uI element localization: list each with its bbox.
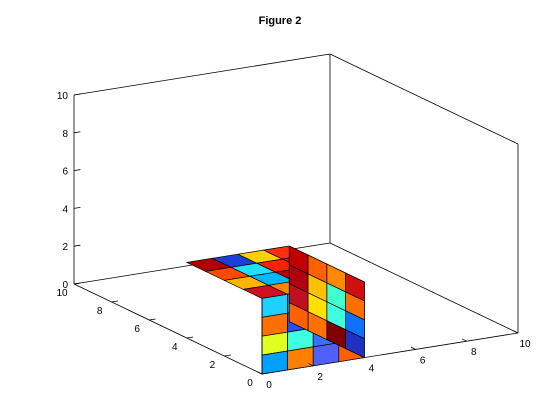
z-tick-mark [73,244,81,247]
z-tick-mark [73,93,81,96]
y-tick-mark [224,354,231,357]
z-tick-label: 8 [62,129,68,140]
y-tick-label: 10 [56,288,68,299]
x-tick-mark [461,338,467,342]
x-tick-label: 10 [519,339,531,350]
x-tick-mark [308,363,314,367]
y-tick-label: 2 [210,360,216,371]
y-tick-mark [111,300,119,303]
x-tick-label: 8 [471,347,477,358]
axes-box-back [73,53,519,375]
chart-title: Figure 2 [259,15,302,27]
z-tick-mark [73,169,81,171]
z-tick-label: 10 [57,91,69,102]
x-tick-label: 2 [317,372,323,383]
y-tick-mark [261,372,269,375]
voxel-front-face [312,342,340,367]
z-tick-mark [73,206,81,209]
x-tick-label: 0 [266,380,272,391]
x-tick-mark [513,330,519,334]
y-tick-label: 8 [97,306,103,317]
x-tick-mark [257,371,263,375]
y-tick-label: 6 [134,324,140,335]
y-tick-label: 0 [247,378,253,389]
y-tick-mark [186,336,194,339]
voxel-cubes [185,245,366,375]
x-tick-label: 4 [369,364,375,375]
voxel-right-face [288,302,309,332]
box-edge [329,53,519,145]
x-tick-mark [359,354,365,358]
voxel-front-face [287,346,314,371]
voxel-front-face [261,350,288,375]
x-tick-mark [410,346,416,350]
z-tick-label: 0 [62,280,68,291]
z-tick-label: 6 [62,167,68,178]
y-tick-label: 4 [172,342,178,353]
z-tick-label: 4 [62,204,68,215]
z-tick-mark [73,131,81,134]
box-edge [73,283,263,375]
y-tick-mark [149,318,156,321]
z-tick-mark [73,282,81,285]
z-tick-label: 2 [62,242,68,253]
box-edge [329,242,519,334]
x-tick-label: 6 [420,355,426,366]
box-edge [73,53,331,96]
